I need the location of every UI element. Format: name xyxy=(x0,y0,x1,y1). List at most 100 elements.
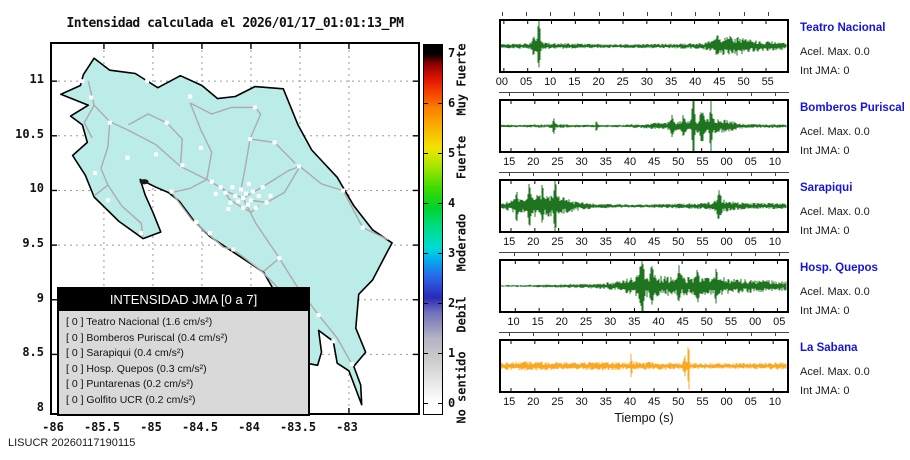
waveform-x-tick-label: 40 xyxy=(623,396,637,408)
station-dot xyxy=(236,199,241,204)
panel-top-tickmark xyxy=(678,332,680,336)
waveform-x-tick-label: 55 xyxy=(696,236,709,248)
station-dot xyxy=(107,120,112,125)
island-marker xyxy=(139,179,149,185)
station-dot xyxy=(145,79,150,84)
waveform-x-tick-label: 50 xyxy=(672,396,685,408)
waveform-x-tick-label: 05 xyxy=(773,316,786,328)
waveform-x-tick-label: 45 xyxy=(647,156,661,168)
waveform xyxy=(501,181,787,231)
panel-top-tickmark xyxy=(533,92,535,96)
station-dot xyxy=(199,145,203,150)
panel-top-tickmark xyxy=(726,172,728,176)
colorbar-tickmark xyxy=(424,203,428,204)
seismogram-panel-la-sabana: 15 20 25 30 35 40 45 50 55 00 05 10 La Sabana Acel. M… xyxy=(499,332,910,417)
waveform-x-tick-label: 05 xyxy=(744,396,757,408)
panel-top-tickmark xyxy=(598,12,600,16)
panel-top-tickmark xyxy=(622,12,624,16)
waveform-x-tick-label: 45 xyxy=(713,76,726,88)
station-dot xyxy=(125,155,130,160)
station-name-label: La Sabana xyxy=(800,342,858,354)
station-dot xyxy=(253,205,258,210)
road-line xyxy=(250,166,301,204)
map-title: Intensidad calculada el 2026/01/17_01:01… xyxy=(66,16,404,31)
waveform-x-tick-label: 00 xyxy=(495,76,509,88)
colorbar-tickmark xyxy=(438,203,442,204)
road-line xyxy=(240,113,262,190)
colorbar-tick-label: 2 xyxy=(448,296,456,310)
panel-top-ruler xyxy=(499,332,789,333)
seismogram-panel-hosp-quepos: 10 15 20 25 30 35 40 45 50 55 00 05 Hosp. Quepos Acel… xyxy=(499,252,910,337)
station-dot xyxy=(207,231,212,236)
station-dot xyxy=(239,187,244,192)
panel-top-tickmark xyxy=(509,172,511,176)
panel-top-tickmark xyxy=(706,252,708,256)
map-x-tick-label: -83.5 xyxy=(279,420,317,434)
panel-top-tickmark xyxy=(630,332,631,336)
colorbar-category-label: Muy Fuerte xyxy=(454,43,469,116)
colorbar-tick-label: 7 xyxy=(448,46,456,60)
station-dot xyxy=(188,94,193,99)
station-int-jma-label: Int JMA: 0 xyxy=(800,385,850,397)
panel-top-tickmark xyxy=(750,92,752,96)
panel-top-tickmark xyxy=(605,332,607,336)
waveform xyxy=(501,261,787,311)
waveform-x-tick-label: 00 xyxy=(720,236,733,248)
station-name-label: Teatro Nacional xyxy=(800,22,886,34)
waveform-x-tick-label: 20 xyxy=(527,396,540,408)
panel-top-tickmark xyxy=(605,172,607,176)
panel-top-tickmark xyxy=(750,172,752,176)
panel-top-tickmark xyxy=(501,12,503,16)
waveform-x-tick-label: 00 xyxy=(749,316,762,328)
waveform xyxy=(501,341,787,391)
colorbar-tickmark xyxy=(424,403,428,404)
colorbar-tickmark xyxy=(424,353,428,354)
map-x-tick-label: -84.5 xyxy=(181,420,219,434)
panel-top-tickmark xyxy=(731,252,732,256)
station-int-jma-label: Int JMA: 0 xyxy=(800,305,850,317)
intensity-legend: INTENSIDAD JMA [0 a 7] [ 0 ] Teatro Naci… xyxy=(57,287,310,416)
map-y-tick-label: 10 xyxy=(29,181,44,196)
legend-item: [ 0 ] Bomberos Puriscal (0.4 cm/s²) xyxy=(66,331,228,344)
road-line xyxy=(263,257,280,272)
station-dot xyxy=(244,191,248,196)
waveform-x-tick-label: 20 xyxy=(555,316,568,328)
panel-top-tickmark xyxy=(755,252,757,256)
panel-top-tickmark xyxy=(654,92,656,96)
station-dot xyxy=(209,179,214,184)
station-dot xyxy=(230,185,235,190)
waveform-x-tick-label: 45 xyxy=(647,396,661,408)
station-dot xyxy=(228,200,233,205)
station-dot xyxy=(218,185,223,190)
waveform-x-tick-label: 20 xyxy=(527,236,540,248)
panel-top-tickmark xyxy=(550,12,552,16)
waveform-x-tick-label: 15 xyxy=(503,396,516,408)
station-dot xyxy=(153,152,158,157)
panel-top-ruler xyxy=(499,92,789,93)
station-name-label: Bomberos Puriscal xyxy=(800,102,905,114)
legend-item: [ 0 ] Teatro Nacional (1.6 cm/s²) xyxy=(66,316,213,328)
waveform-box-sarapiqui xyxy=(499,179,789,233)
waveform-x-tick-label: 30 xyxy=(640,76,654,88)
panel-top-tickmark xyxy=(537,252,539,256)
colorbar-category-label: Moderado xyxy=(454,213,469,271)
map-y-tick-label: 9.5 xyxy=(22,235,44,250)
station-dot xyxy=(250,189,255,194)
station-dot xyxy=(241,196,246,201)
station-dot xyxy=(105,198,110,203)
station-dot xyxy=(139,231,144,236)
panel-top-tickmark xyxy=(654,172,656,176)
road-line xyxy=(100,121,123,207)
station-dot xyxy=(264,200,269,205)
station-dot xyxy=(241,205,246,210)
panel-top-tickmark xyxy=(533,332,535,336)
colorbar-tickmark xyxy=(438,103,442,104)
waveform-x-tick-label: 10 xyxy=(768,236,782,248)
waveform-x-tick-label: 00 xyxy=(720,156,733,168)
panel-top-tickmark xyxy=(557,92,559,96)
waveform-x-tick-label: 15 xyxy=(531,316,544,328)
panel-top-tickmark xyxy=(658,252,660,256)
map-x-tick-label: -85 xyxy=(140,420,162,434)
map-x-tick-label: -86 xyxy=(42,420,64,434)
colorbar-tickmark xyxy=(438,153,442,154)
